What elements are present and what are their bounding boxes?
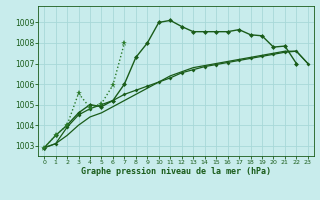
X-axis label: Graphe pression niveau de la mer (hPa): Graphe pression niveau de la mer (hPa) bbox=[81, 167, 271, 176]
